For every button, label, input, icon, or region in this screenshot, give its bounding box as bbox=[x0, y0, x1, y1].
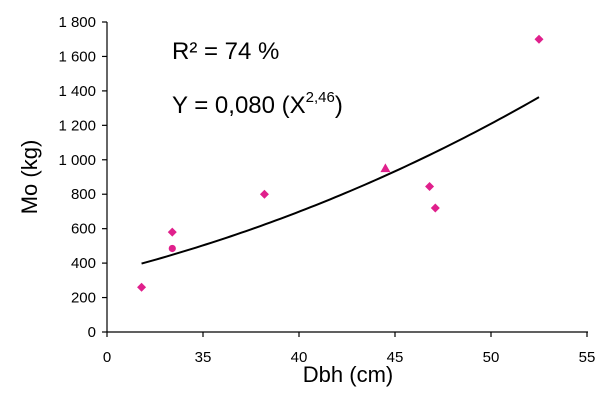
x-tick-label: 50 bbox=[483, 349, 500, 366]
y-tick-label: 1 200 bbox=[58, 117, 96, 134]
y-axis-title: Mo (kg) bbox=[17, 140, 42, 215]
x-tick-label: 45 bbox=[387, 349, 404, 366]
data-point-diamond bbox=[167, 227, 177, 237]
data-point-diamond bbox=[259, 189, 269, 199]
y-tick-label: 400 bbox=[71, 255, 96, 272]
y-ticks: 0 200 400 600 800 1 000 1 200 1 400 1 600 1 800 bbox=[58, 14, 107, 341]
x-axis-title: Dbh (cm) bbox=[303, 362, 393, 387]
data-point-diamond bbox=[534, 34, 544, 44]
equation-annotation: Y = 0,080 (X2,46) bbox=[172, 89, 343, 119]
y-tick-label: 800 bbox=[71, 186, 96, 203]
y-tick-label: 600 bbox=[71, 221, 96, 238]
y-tick-label: 200 bbox=[71, 290, 96, 307]
data-point-diamond bbox=[425, 181, 435, 191]
data-point-triangle bbox=[380, 163, 391, 173]
equation-exponent: 2,46 bbox=[306, 89, 335, 106]
y-tick-label: 1 600 bbox=[58, 48, 96, 65]
x-tick-label: 35 bbox=[195, 349, 212, 366]
x-tick-label: 0 bbox=[103, 349, 111, 366]
data-point-diamond bbox=[430, 203, 440, 213]
equation-close: ) bbox=[335, 92, 343, 119]
x-tick-label: 55 bbox=[579, 349, 596, 366]
y-tick-label: 1 800 bbox=[58, 14, 96, 31]
x-ticks: 0 35 40 45 50 55 bbox=[103, 332, 596, 366]
r-squared-annotation: R² = 74 % bbox=[172, 38, 279, 65]
y-tick-label: 0 bbox=[88, 324, 96, 341]
axes bbox=[106, 22, 588, 333]
y-tick-label: 1 000 bbox=[58, 152, 96, 169]
y-tick-label: 1 400 bbox=[58, 83, 96, 100]
data-point-diamond bbox=[137, 282, 147, 292]
data-point-circle bbox=[168, 244, 176, 253]
fit-curve bbox=[141, 96, 540, 265]
x-tick-label: 40 bbox=[291, 349, 308, 366]
data-points bbox=[137, 34, 544, 292]
equation-main: Y = 0,080 (X bbox=[172, 92, 306, 119]
